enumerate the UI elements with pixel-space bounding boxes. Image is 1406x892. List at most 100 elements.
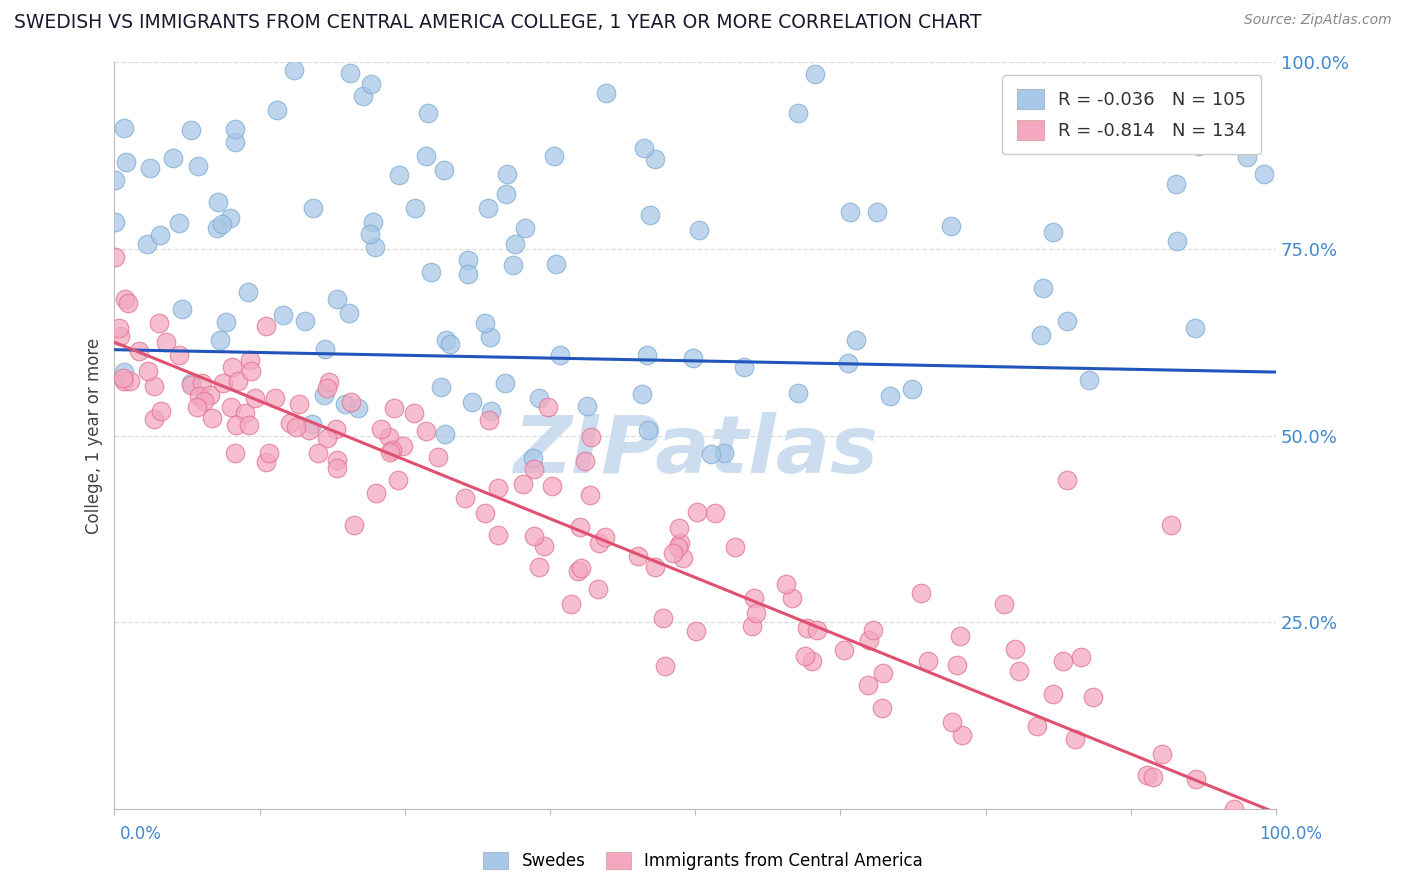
Point [477,201,499,215]
Point [1150,747,1173,761]
Point [219,211,242,225]
Point [837,356,859,370]
Point [337,306,360,320]
Point [668,536,690,550]
Point [186,400,208,414]
Point [211,217,233,231]
Point [503,237,526,252]
Point [318,375,340,389]
Point [672,551,695,566]
Point [567,564,589,578]
Point [436,333,458,347]
Point [1064,731,1087,746]
Point [569,561,592,575]
Point [457,267,479,281]
Point [107,321,129,335]
Point [219,400,242,414]
Point [363,240,385,254]
Point [254,319,277,334]
Point [381,443,404,458]
Point [1184,772,1206,786]
Point [388,168,411,182]
Point [167,348,190,362]
Point [284,420,307,434]
Point [187,159,209,173]
Point [949,629,972,643]
Point [239,352,262,367]
Point [862,624,884,638]
Point [288,397,311,411]
Point [486,528,509,542]
Point [845,333,868,347]
Point [415,149,437,163]
Point [866,205,889,219]
Point [190,376,212,390]
Point [523,529,546,543]
Point [870,701,893,715]
Point [1070,650,1092,665]
Point [644,560,666,574]
Point [787,385,810,400]
Point [1223,802,1246,816]
Point [198,387,221,401]
Point [1029,328,1052,343]
Point [688,222,710,236]
Point [416,105,439,120]
Point [325,422,347,436]
Point [801,654,824,668]
Point [1166,177,1188,191]
Point [316,430,339,444]
Point [187,389,209,403]
Point [167,216,190,230]
Point [1142,770,1164,784]
Point [104,215,127,229]
Point [208,334,231,348]
Point [457,252,479,267]
Point [630,386,652,401]
Point [588,535,610,549]
Point [404,202,426,216]
Point [340,395,363,409]
Point [150,403,173,417]
Point [224,121,246,136]
Point [361,215,384,229]
Point [495,186,517,201]
Point [910,586,932,600]
Point [479,404,502,418]
Point [110,329,132,343]
Point [917,654,939,668]
Point [574,454,596,468]
Text: ZIPatlas: ZIPatlas [513,411,877,490]
Point [494,376,516,390]
Point [360,77,382,91]
Point [454,491,477,506]
Point [325,292,347,306]
Point [434,427,457,442]
Point [120,375,142,389]
Point [595,87,617,101]
Point [382,401,405,415]
Point [392,439,415,453]
Point [474,506,496,520]
Point [858,632,880,647]
Point [733,359,755,374]
Point [651,611,673,625]
Point [294,314,316,328]
Point [301,417,323,431]
Point [704,506,727,520]
Point [872,665,894,680]
Point [302,201,325,215]
Point [644,152,666,166]
Text: Source: ZipAtlas.com: Source: ZipAtlas.com [1244,13,1392,28]
Point [488,482,510,496]
Point [945,657,967,672]
Point [537,400,560,414]
Point [495,167,517,181]
Point [170,302,193,317]
Point [569,519,592,533]
Point [433,163,456,178]
Point [780,591,803,606]
Point [193,394,215,409]
Point [326,453,349,467]
Point [856,678,879,692]
